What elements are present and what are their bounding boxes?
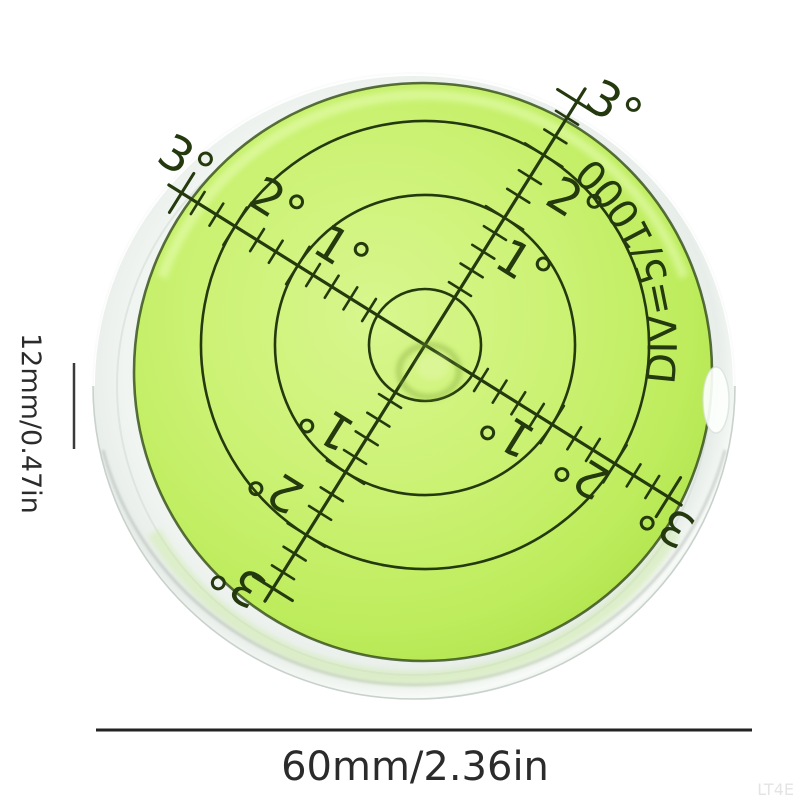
height-dimension-label: 12mm/0.47in bbox=[15, 333, 46, 514]
bubble-highlight bbox=[417, 354, 449, 380]
tick-marks-major bbox=[222, 142, 628, 548]
tick-marks-west bbox=[189, 190, 378, 323]
rim-top-highlight bbox=[91, 72, 737, 387]
width-dimension: 60mm/2.36in bbox=[96, 728, 752, 790]
bubble-outline bbox=[396, 342, 462, 400]
tick-marks-east bbox=[472, 367, 661, 500]
bubble bbox=[396, 342, 462, 400]
watermark: LT4E bbox=[757, 780, 794, 799]
tick-marks-north bbox=[447, 109, 580, 298]
tick-marks-south bbox=[270, 392, 403, 581]
width-dimension-label: 60mm/2.36in bbox=[281, 744, 549, 790]
rim-green-reflection bbox=[147, 528, 681, 686]
rim-notch-highlight bbox=[702, 366, 730, 434]
axis-end-cross-ticks bbox=[167, 87, 683, 603]
face-top-sheen bbox=[157, 89, 689, 279]
height-dimension: 12mm/0.47in bbox=[15, 333, 76, 514]
